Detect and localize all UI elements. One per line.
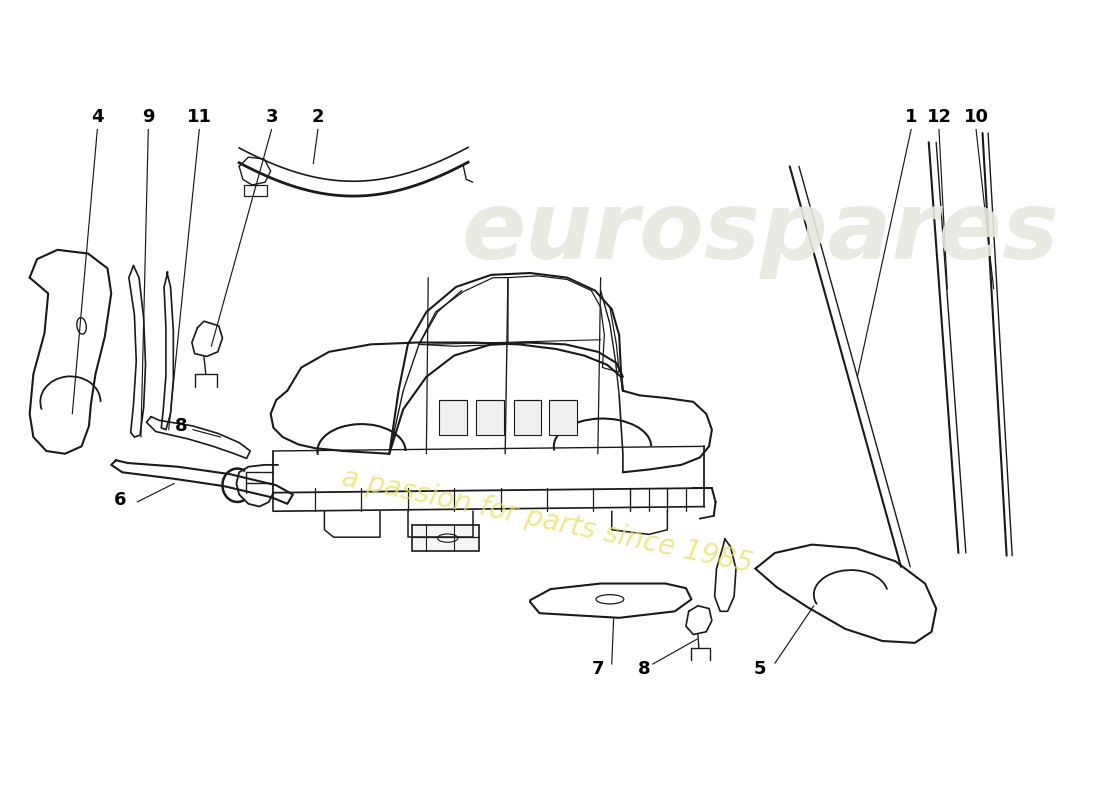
Bar (244, 185, 267, 196)
Text: 8: 8 (638, 660, 650, 678)
Bar (476, 400, 504, 435)
Text: 9: 9 (142, 108, 155, 126)
Text: 7: 7 (592, 660, 604, 678)
Bar (514, 400, 541, 435)
Bar (412, 525, 480, 551)
Text: 11: 11 (187, 108, 212, 126)
Text: eurospares: eurospares (461, 187, 1059, 279)
Text: 3: 3 (265, 108, 278, 126)
Text: 6: 6 (114, 491, 126, 509)
Text: 1: 1 (905, 108, 917, 126)
Text: 2: 2 (311, 108, 324, 126)
Text: 10: 10 (964, 108, 989, 126)
Text: a passion for parts since 1985: a passion for parts since 1985 (339, 463, 755, 578)
Bar (549, 400, 576, 435)
Bar (439, 400, 468, 435)
Text: 12: 12 (926, 108, 952, 126)
Text: 8: 8 (175, 417, 187, 435)
Text: 4: 4 (91, 108, 103, 126)
Text: 5: 5 (754, 660, 767, 678)
